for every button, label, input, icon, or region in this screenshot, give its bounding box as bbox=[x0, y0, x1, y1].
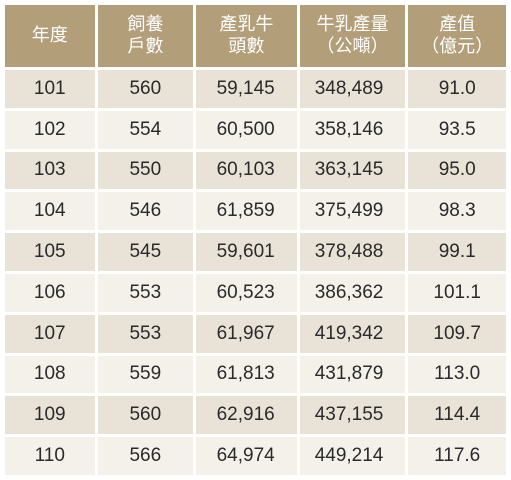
header-dairy-cows-line-2: 頭數 bbox=[228, 36, 265, 57]
year-cell: 110 bbox=[5, 437, 95, 475]
header-row: 年度 飼養 戶數 產乳牛 頭數 牛乳產量 （公噸） 產值 （億元） bbox=[5, 5, 506, 67]
milk-production-cell: 386,362 bbox=[299, 273, 406, 312]
output-value-cell: 109.7 bbox=[408, 314, 506, 353]
header-dairy-cows-line-1: 產乳牛 bbox=[219, 14, 274, 35]
table-row: 102 554 60,500 358,146 93.5 bbox=[5, 110, 506, 149]
farm-count-cell: 560 bbox=[97, 396, 194, 435]
year-cell: 106 bbox=[5, 273, 95, 312]
output-value-cell: 114.4 bbox=[408, 396, 506, 435]
dairy-cows-cell: 60,500 bbox=[196, 110, 297, 149]
milk-production-cell: 348,489 bbox=[299, 70, 406, 108]
milk-production-cell: 431,879 bbox=[299, 355, 406, 394]
output-value-cell: 98.3 bbox=[408, 192, 506, 231]
year-cell: 109 bbox=[5, 396, 95, 435]
milk-production-cell: 358,146 bbox=[299, 110, 406, 149]
milk-production-cell: 375,499 bbox=[299, 192, 406, 231]
header-farm-count-line-2: 戶數 bbox=[127, 36, 164, 57]
table-row: 108 559 61,813 431,879 113.0 bbox=[5, 355, 506, 394]
output-value-cell: 99.1 bbox=[408, 233, 506, 271]
farm-count-cell: 553 bbox=[97, 273, 194, 312]
dairy-cows-cell: 59,145 bbox=[196, 70, 297, 108]
year-cell: 103 bbox=[5, 151, 95, 190]
header-output-value: 產值 （億元） bbox=[408, 5, 506, 67]
farm-count-cell: 566 bbox=[97, 437, 194, 475]
header-year-line-1: 年度 bbox=[31, 25, 68, 46]
output-value-cell: 101.1 bbox=[408, 273, 506, 312]
year-cell: 102 bbox=[5, 110, 95, 149]
farm-count-cell: 554 bbox=[97, 110, 194, 149]
dairy-cows-cell: 61,813 bbox=[196, 355, 297, 394]
year-cell: 101 bbox=[5, 70, 95, 108]
dairy-cows-cell: 61,967 bbox=[196, 314, 297, 353]
header-farm-count-line-1: 飼養 bbox=[127, 14, 164, 35]
header-output-value-line-1: 產值 bbox=[439, 14, 476, 35]
farm-count-cell: 553 bbox=[97, 314, 194, 353]
dairy-cows-cell: 62,916 bbox=[196, 396, 297, 435]
header-milk-production: 牛乳產量 （公噸） bbox=[299, 5, 406, 67]
header-dairy-cows: 產乳牛 頭數 bbox=[196, 5, 297, 67]
output-value-cell: 113.0 bbox=[408, 355, 506, 394]
year-cell: 107 bbox=[5, 314, 95, 353]
output-value-cell: 93.5 bbox=[408, 110, 506, 149]
year-cell: 108 bbox=[5, 355, 95, 394]
farm-count-cell: 559 bbox=[97, 355, 194, 394]
table-row: 103 550 60,103 363,145 95.0 bbox=[5, 151, 506, 190]
table-row: 101 560 59,145 348,489 91.0 bbox=[5, 70, 506, 108]
table-row: 107 553 61,967 419,342 109.7 bbox=[5, 314, 506, 353]
farm-count-cell: 550 bbox=[97, 151, 194, 190]
milk-production-cell: 363,145 bbox=[299, 151, 406, 190]
milk-production-cell: 419,342 bbox=[299, 314, 406, 353]
output-value-cell: 117.6 bbox=[408, 437, 506, 475]
output-value-cell: 95.0 bbox=[408, 151, 506, 190]
header-milk-production-line-1: 牛乳產量 bbox=[316, 14, 389, 35]
milk-production-cell: 437,155 bbox=[299, 396, 406, 435]
table-body: 101 560 59,145 348,489 91.0 102 554 60,500 358,1… bbox=[5, 70, 506, 475]
milk-production-cell: 378,488 bbox=[299, 233, 406, 271]
table-row: 110 566 64,974 449,214 117.6 bbox=[5, 437, 506, 475]
dairy-cows-cell: 59,601 bbox=[196, 233, 297, 271]
year-cell: 105 bbox=[5, 233, 95, 271]
header-output-value-line-2: （億元） bbox=[421, 36, 494, 57]
table-row: 104 546 61,859 375,499 98.3 bbox=[5, 192, 506, 231]
milk-production-cell: 449,214 bbox=[299, 437, 406, 475]
farm-count-cell: 545 bbox=[97, 233, 194, 271]
output-value-cell: 91.0 bbox=[408, 70, 506, 108]
header-milk-production-line-2: （公噸） bbox=[316, 36, 389, 57]
table-row: 106 553 60,523 386,362 101.1 bbox=[5, 273, 506, 312]
header-farm-count: 飼養 戶數 bbox=[97, 5, 194, 67]
farm-count-cell: 560 bbox=[97, 70, 194, 108]
farm-count-cell: 546 bbox=[97, 192, 194, 231]
dairy-cows-cell: 60,103 bbox=[196, 151, 297, 190]
header-year: 年度 bbox=[5, 5, 95, 67]
year-cell: 104 bbox=[5, 192, 95, 231]
dairy-cows-cell: 61,859 bbox=[196, 192, 297, 231]
table-row: 109 560 62,916 437,155 114.4 bbox=[5, 396, 506, 435]
dairy-cows-cell: 60,523 bbox=[196, 273, 297, 312]
table-row: 105 545 59,601 378,488 99.1 bbox=[5, 233, 506, 271]
dairy-cows-cell: 64,974 bbox=[196, 437, 297, 475]
